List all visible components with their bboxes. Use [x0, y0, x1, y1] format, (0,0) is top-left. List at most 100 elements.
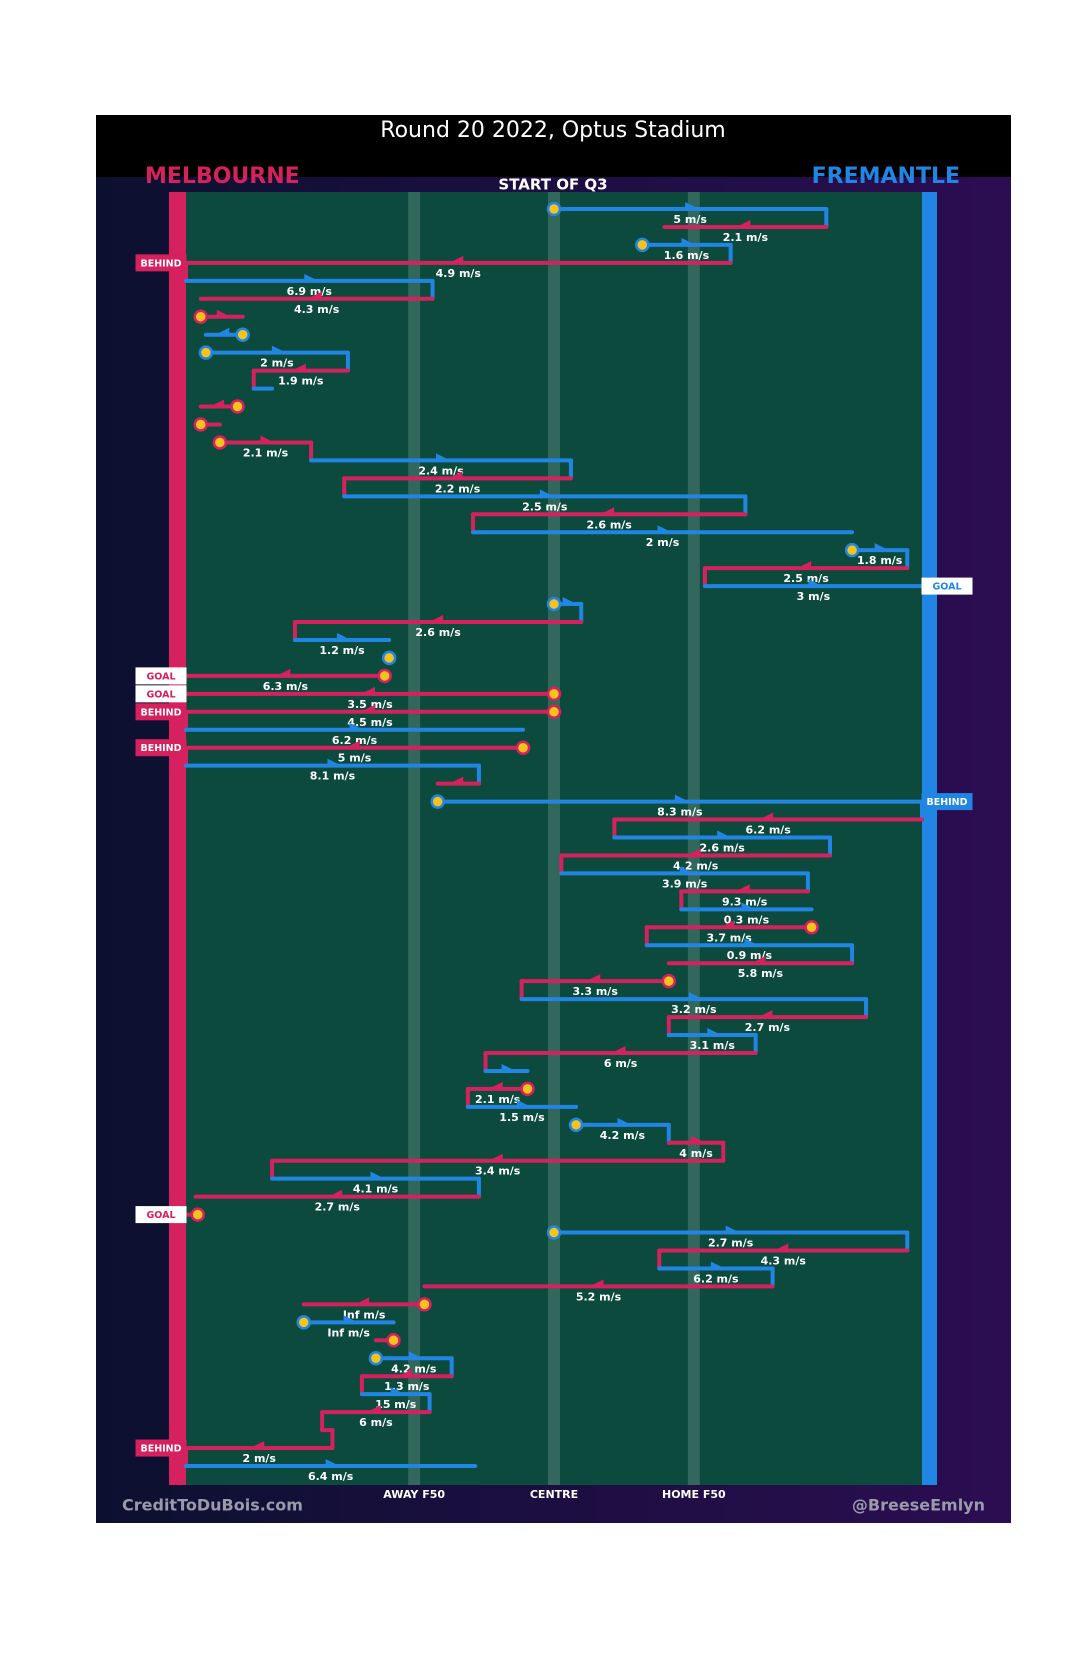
stoppage-dot — [844, 542, 860, 558]
direction-arrow — [397, 1369, 412, 1379]
direction-arrow — [325, 1459, 340, 1468]
result-label: BEHIND — [926, 797, 967, 808]
stoppage-dot — [417, 1297, 432, 1312]
direction-arrow — [611, 1045, 626, 1055]
direction-arrow — [361, 686, 375, 696]
chain-decor: 5 m/s 2.1 m/s 1.6 m/s 4.9 m/s BEHIND 6.9 m/s 4… — [135, 201, 973, 1483]
result-label: BEHIND — [140, 1444, 181, 1455]
team-name: MELBOURNE — [145, 164, 300, 189]
speed-label: 4.1 m/s — [353, 1183, 399, 1196]
speed-label: 3.2 m/s — [671, 1003, 717, 1016]
stoppage-dot — [546, 1225, 562, 1240]
direction-arrow — [328, 1189, 343, 1199]
team-bar — [169, 192, 186, 1485]
direction-arrow — [741, 902, 756, 912]
speed-label: 2.6 m/s — [587, 518, 633, 531]
speed-label: 0.9 m/s — [727, 949, 773, 962]
stoppage-dot — [661, 973, 677, 989]
stoppage-dot — [568, 1117, 584, 1133]
direction-arrow — [488, 1081, 503, 1091]
speed-label: 4.2 m/s — [600, 1129, 646, 1142]
speed-label: 4.3 m/s — [294, 303, 340, 316]
speed-label: 1.6 m/s — [664, 249, 710, 262]
result-box — [135, 685, 187, 703]
subtitle: START OF Q3 — [498, 176, 607, 194]
direction-arrow — [589, 1279, 604, 1289]
team-name: FREMANTLE — [812, 164, 960, 189]
direction-arrow — [674, 794, 689, 804]
direction-arrow — [725, 1225, 740, 1235]
stoppage-dot — [546, 201, 562, 217]
credit: @BreeseEmlyn — [852, 1496, 985, 1515]
direction-arrow — [707, 1028, 722, 1038]
stoppage-dot — [230, 399, 245, 414]
speed-label: 3.1 m/s — [690, 1039, 736, 1052]
speed-label: 6.2 m/s — [693, 1272, 739, 1285]
direction-arrow — [539, 489, 554, 499]
direction-arrow — [343, 1315, 358, 1325]
speed-label: 15 m/s — [375, 1398, 417, 1411]
direction-arrow — [685, 202, 700, 211]
direction-arrow — [327, 758, 342, 768]
direction-arrow — [390, 1387, 405, 1397]
result-box — [135, 703, 187, 721]
speed-label: 4 m/s — [679, 1147, 713, 1160]
stoppage-dot — [190, 1207, 206, 1222]
speed-label: 2.6 m/s — [700, 842, 746, 855]
stoppage-dot — [546, 596, 562, 612]
stoppage-dot — [212, 435, 228, 450]
direction-arrow — [291, 363, 306, 373]
speed-label: 6.2 m/s — [746, 824, 792, 837]
direction-arrow — [501, 1063, 516, 1073]
speed-label: 3.9 m/s — [662, 877, 708, 890]
speed-label: 1.8 m/s — [857, 554, 903, 567]
stoppage-dot — [546, 704, 562, 720]
speed-label: 2.5 m/s — [783, 572, 829, 585]
speed-label: 4.5 m/s — [347, 716, 393, 729]
speed-label: 3.4 m/s — [475, 1165, 521, 1178]
speed-label: 5.2 m/s — [576, 1290, 622, 1303]
result-box — [921, 793, 973, 811]
direction-arrow — [408, 1351, 423, 1361]
result-box — [921, 577, 973, 595]
stoppage-dot — [235, 327, 250, 342]
result-label: GOAL — [146, 1210, 175, 1221]
speed-label: 8.3 m/s — [657, 806, 703, 819]
direction-arrow — [429, 615, 444, 625]
speed-label: 2 m/s — [646, 536, 680, 549]
speed-label: 6 m/s — [359, 1416, 393, 1429]
direction-arrow — [586, 974, 601, 984]
stoppage-dot — [546, 686, 562, 702]
direction-arrow — [355, 1297, 370, 1307]
speed-label: 2 m/s — [260, 357, 294, 370]
direction-arrow — [797, 561, 812, 571]
speed-label: 2.1 m/s — [723, 231, 769, 244]
stoppage-dot — [193, 417, 208, 432]
speed-label: 6.3 m/s — [263, 680, 309, 693]
direction-arrow — [710, 1261, 725, 1271]
speed-label: 6 m/s — [604, 1057, 638, 1070]
result-label: GOAL — [932, 582, 961, 593]
stoppage-dot — [386, 1333, 401, 1348]
speed-label: 3.7 m/s — [706, 931, 752, 944]
result-label: GOAL — [146, 671, 175, 682]
direction-arrow — [337, 632, 352, 642]
direction-arrow — [216, 309, 231, 319]
direction-arrow — [686, 848, 701, 858]
direction-arrow — [759, 812, 774, 822]
team-bar — [922, 192, 937, 1485]
direction-arrow — [617, 1117, 632, 1127]
direction-arrow — [808, 579, 823, 589]
speed-label: 6.4 m/s — [308, 1470, 354, 1483]
stoppage-dot — [368, 1351, 384, 1366]
direction-arrow — [691, 1135, 706, 1145]
stoppage-dot — [377, 668, 392, 684]
direction-arrow — [679, 866, 694, 876]
speed-label: 9.3 m/s — [722, 895, 768, 908]
speed-label: 4.3 m/s — [761, 1255, 807, 1268]
direction-arrow — [436, 453, 451, 463]
speed-label: 4.9 m/s — [436, 267, 482, 280]
speed-label: 6.9 m/s — [287, 285, 333, 298]
direction-arrow — [276, 668, 291, 678]
speed-label: Inf m/s — [343, 1308, 386, 1321]
